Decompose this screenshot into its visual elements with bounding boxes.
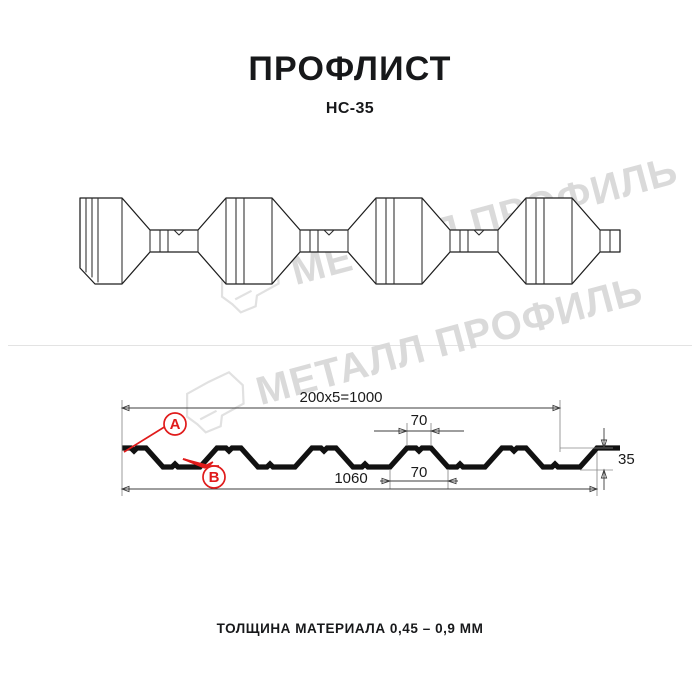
- dimension-label-bottom-flat: 70: [411, 464, 428, 481]
- dimension-label-height: 35: [618, 451, 635, 468]
- dimension-label-top-flat: 70: [411, 412, 428, 429]
- page-title: ПРОФЛИСТ: [248, 50, 452, 88]
- dimension-pitch-total: 200x5=1000: [120, 389, 562, 452]
- material-thickness-note: ТОЛЩИНА МАТЕРИАЛА 0,45 – 0,9 ММ: [216, 621, 484, 636]
- callout-b-label: B: [209, 469, 220, 486]
- section-divider: [8, 345, 692, 346]
- dimension-overall-width: 1060: [120, 452, 599, 496]
- profile-outline: [122, 445, 620, 470]
- callout-b: B: [182, 458, 226, 489]
- callout-a: A: [123, 412, 187, 453]
- dimension-label-pitch-total: 200x5=1000: [300, 389, 383, 406]
- dimension-label-overall-width: 1060: [334, 470, 367, 487]
- page-subtitle: НС-35: [325, 100, 375, 117]
- dimension-top-flat: 70: [374, 412, 464, 446]
- dimension-height: 35: [560, 428, 635, 490]
- callout-a-label: A: [170, 416, 181, 433]
- dimension-bottom-flat: 70: [380, 464, 458, 489]
